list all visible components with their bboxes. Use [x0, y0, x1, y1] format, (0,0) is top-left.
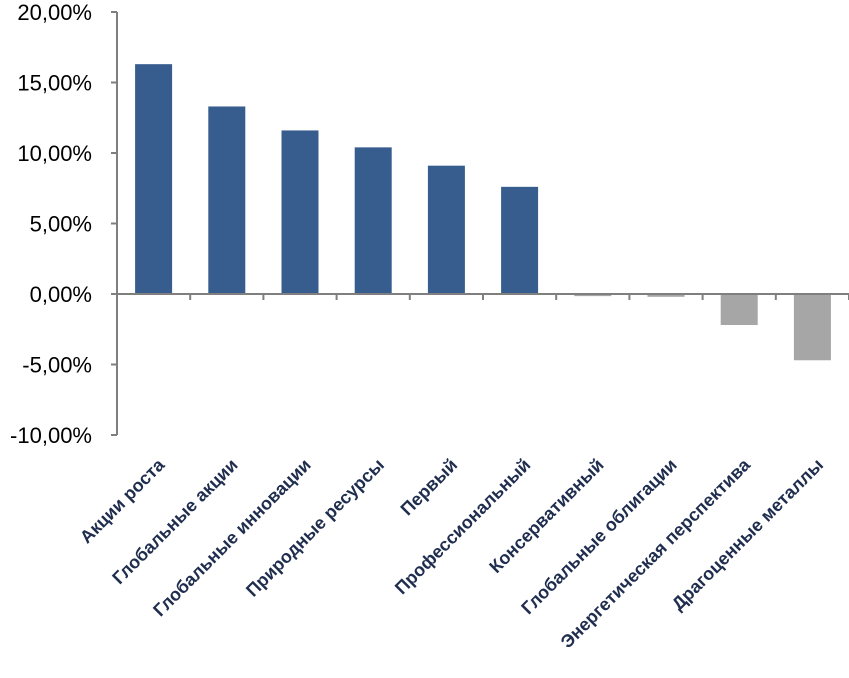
y-tick-label: -10,00% [10, 423, 92, 448]
y-tick-label: 15,00% [17, 71, 92, 96]
bar [793, 294, 831, 361]
bars-group [135, 64, 831, 361]
y-tick-label: 20,00% [17, 0, 92, 25]
bar [281, 130, 319, 294]
bar [501, 186, 539, 294]
bar [354, 147, 392, 294]
bar [208, 106, 246, 294]
x-tick-label: Глобальные акции [108, 455, 241, 588]
y-tick-label: 0,00% [30, 282, 92, 307]
y-tick-label: -5,00% [22, 353, 92, 378]
x-tick-label: Драгоценные металлы [668, 455, 827, 614]
bar [135, 64, 173, 294]
x-tick-label: Глобальные облигации [517, 455, 681, 619]
x-tick-label: Профессиональный [391, 455, 535, 599]
y-tick-label: 10,00% [17, 141, 92, 166]
x-tick-label: Первый [397, 455, 462, 520]
y-tick-label: 5,00% [30, 212, 92, 237]
x-tick-label: Природные ресурсы [242, 455, 388, 601]
bar [720, 294, 758, 326]
axes-group [116, 12, 849, 435]
bar [647, 294, 685, 297]
bar [574, 294, 612, 297]
bar [427, 165, 465, 294]
y-axis-ticks: 20,00% 15,00% 10,00% 5,00% 0,00% -5,00% -10,00… [10, 0, 117, 448]
